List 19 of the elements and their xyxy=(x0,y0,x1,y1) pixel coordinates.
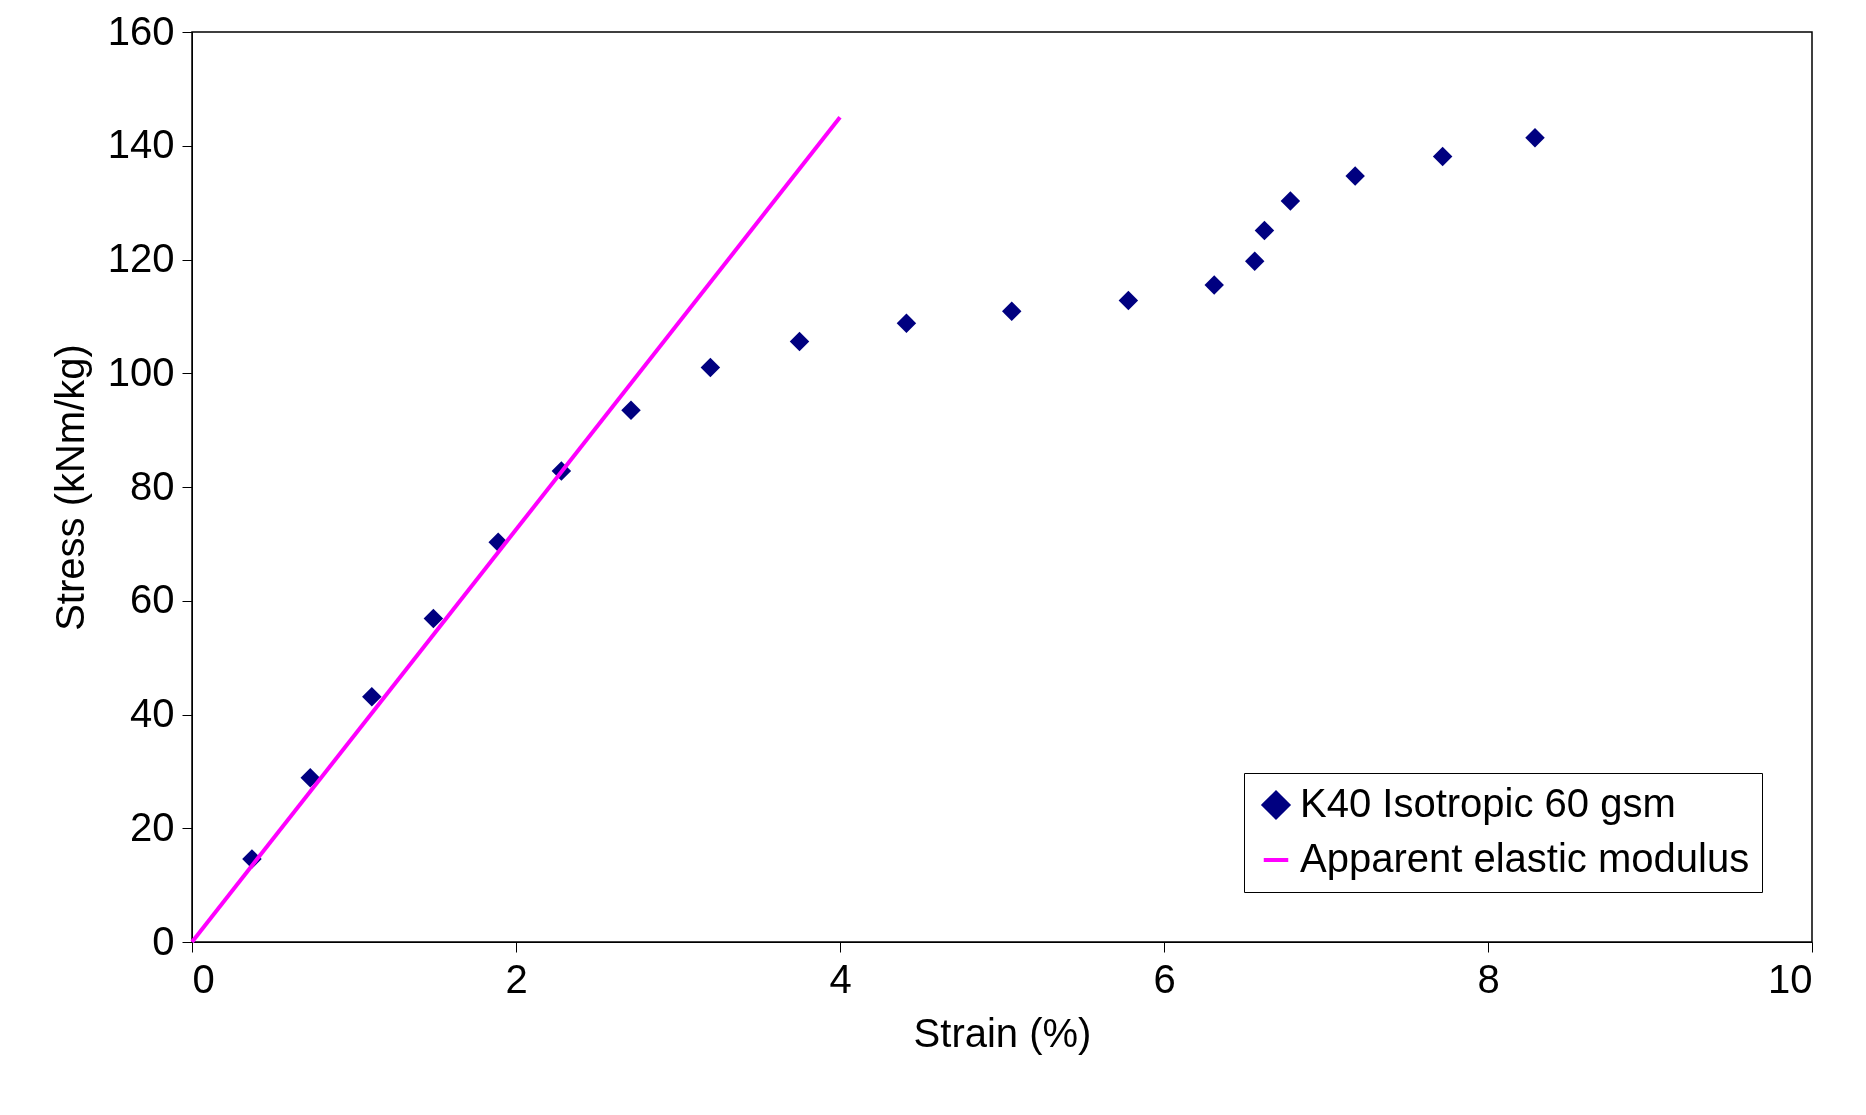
legend-label: K40 Isotropic 60 gsm xyxy=(1300,781,1676,825)
x-tick-label: 0 xyxy=(192,956,215,1001)
x-tick-label: 10 xyxy=(1768,956,1813,1001)
y-tick-label: 100 xyxy=(107,349,175,394)
legend-label: Apparent elastic modulus xyxy=(1300,836,1750,880)
x-tick-label: 4 xyxy=(829,956,852,1001)
x-tick-label: 8 xyxy=(1477,956,1500,1001)
y-tick-label: 40 xyxy=(130,691,175,735)
x-axis-title: Strain (%) xyxy=(913,1010,1092,1055)
y-tick-label: 80 xyxy=(130,463,175,508)
y-tick-label: 160 xyxy=(107,8,175,53)
y-tick-label: 120 xyxy=(107,236,175,280)
x-tick-label: 6 xyxy=(1153,956,1176,1001)
y-tick-label: 0 xyxy=(152,918,175,963)
y-tick-label: 60 xyxy=(130,577,175,622)
y-tick-label: 140 xyxy=(107,122,175,167)
y-axis-title: Stress (kNm/kg) xyxy=(47,344,92,631)
x-tick-label: 2 xyxy=(505,956,528,1001)
y-tick-label: 20 xyxy=(130,804,175,849)
